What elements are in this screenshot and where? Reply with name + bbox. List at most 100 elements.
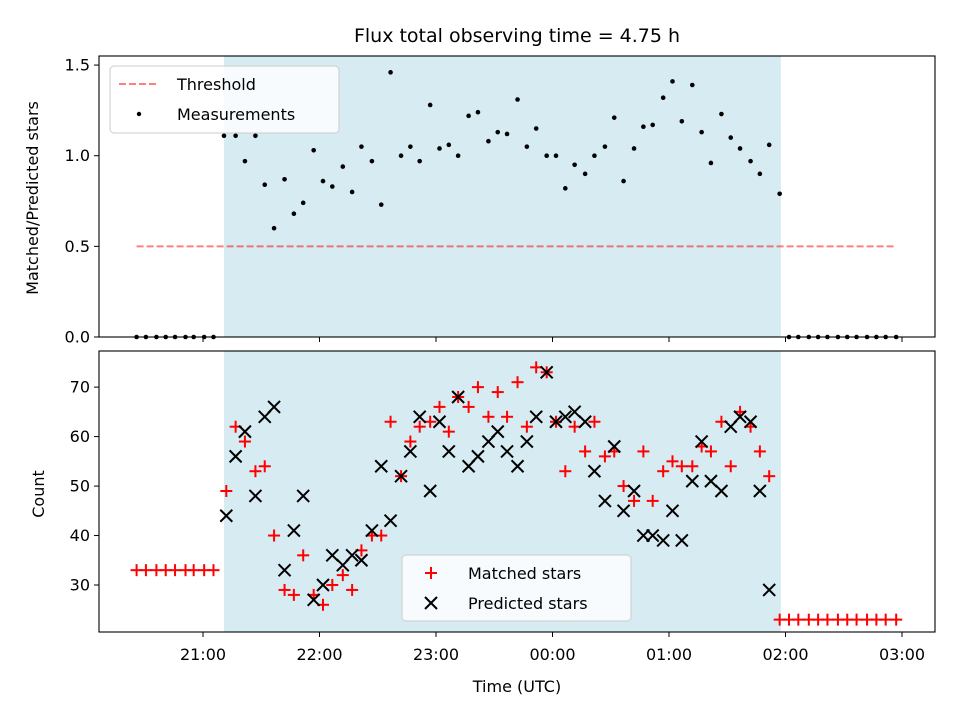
predicted-star-point (287, 523, 301, 538)
measurement-point (699, 129, 704, 135)
top-axes-frame (98, 55, 936, 338)
matched-star-point (501, 410, 514, 423)
measurement-point (253, 133, 258, 139)
predicted-star-point (374, 459, 388, 473)
matched-stars-points (130, 361, 903, 626)
measurement-point (679, 118, 685, 124)
star-count-panel: 30 40 50 60 70 21:00 22:00 23:00 00:00 01:00 02:0… (29, 350, 936, 696)
predicted-star-point (491, 424, 505, 439)
matched-star-point (646, 494, 659, 507)
measurement-point (233, 133, 238, 139)
legend-predicted-swatch (424, 596, 438, 610)
matched-star-point (346, 583, 359, 596)
predicted-star-point (277, 563, 292, 577)
predicted-stars-points (219, 365, 776, 607)
measurement-point (660, 95, 666, 100)
bottom-y-axis-ticks: 30 40 50 60 70 (70, 378, 99, 595)
measurement-point (719, 111, 724, 117)
matched-star-point (753, 445, 766, 458)
bottom-x-tick-label: 00:00 (529, 645, 575, 664)
matched-star-point (724, 460, 737, 473)
predicted-star-point (412, 410, 427, 424)
predicted-star-point (394, 469, 408, 483)
measurement-point (242, 158, 248, 164)
legend-threshold-label: Threshold (176, 75, 256, 94)
measurement-point (641, 124, 646, 130)
predicted-star-point (598, 494, 612, 508)
matched-star-point (763, 470, 776, 483)
predicted-star-point (714, 484, 729, 498)
matched-star-point (442, 425, 455, 438)
measurement-point (300, 200, 306, 206)
predicted-star-point (345, 548, 359, 563)
measurement-point (533, 126, 539, 131)
predicted-star-point (694, 434, 709, 449)
measurement-point (766, 142, 772, 148)
matched-star-point (413, 420, 426, 433)
matched-star-point (579, 445, 592, 458)
predicted-star-point (451, 390, 465, 404)
matched-star-point (326, 579, 339, 592)
legend-matched-label: Matched stars (468, 564, 581, 583)
measurement-point (349, 189, 355, 195)
legend-matched-swatch (425, 567, 437, 579)
measurement-point (777, 191, 782, 197)
predicted-star-point (354, 553, 369, 567)
predicted-star-point (549, 415, 563, 429)
predicted-star-point (529, 410, 543, 424)
measurement-point (320, 178, 326, 184)
predicted-star-point (578, 415, 592, 429)
chart-title: Flux total observing time = 4.75 h (354, 25, 680, 47)
measurement-point (437, 146, 442, 151)
predicted-star-point (238, 424, 252, 439)
measurement-point (504, 131, 510, 137)
matched-star-point (139, 564, 152, 577)
measurement-point (282, 176, 287, 182)
predicted-star-point (403, 444, 418, 459)
bottom-x-tick-label: 03:00 (879, 645, 925, 664)
predicted-star-point (656, 533, 670, 548)
predicted-star-point (627, 484, 641, 498)
measurement-point (446, 142, 452, 148)
measurement-point (330, 184, 335, 189)
predicted-star-point (753, 484, 767, 498)
measurement-point (221, 133, 227, 139)
predicted-star-point (704, 474, 718, 488)
matched-star-point (238, 435, 251, 448)
measurement-point (262, 182, 268, 188)
measurement-point (291, 211, 297, 217)
matched-star-point (169, 564, 182, 577)
predicted-star-point (685, 474, 700, 488)
matched-star-point (336, 569, 349, 582)
measurement-point (748, 158, 753, 164)
measurement-point (611, 115, 617, 120)
top-y-tick-label: 0.5 (65, 237, 90, 256)
matched-star-point (287, 588, 300, 601)
matched-star-point (598, 450, 611, 463)
predicted-star-point (733, 410, 747, 424)
measurement-point (378, 202, 384, 207)
x-axis-label: Time (UTC) (472, 677, 561, 696)
matched-star-point (657, 465, 670, 478)
predicted-star-point (762, 583, 776, 597)
matched-star-point (278, 583, 291, 596)
measurement-point (311, 147, 316, 153)
measurement-point (486, 138, 491, 144)
bottom-y-tick-label: 30 (70, 576, 90, 595)
matched-star-point (617, 480, 630, 493)
measurement-point (708, 160, 714, 166)
predicted-star-point (383, 513, 398, 528)
predicted-star-point (228, 449, 243, 464)
predicted-star-point (539, 365, 554, 379)
predicted-star-point (520, 434, 534, 449)
predicted-star-point (607, 439, 621, 454)
measurement-point (369, 158, 375, 164)
bottom-x-axis-ticks: 21:00 22:00 23:00 00:00 01:00 02:00 03:00 (180, 632, 925, 664)
matched-star-point (471, 381, 484, 394)
top-y-tick-label: 1.0 (65, 146, 90, 165)
matched-star-point (792, 613, 805, 626)
bottom-axes-frame (98, 350, 936, 633)
matched-star-point (404, 435, 417, 448)
bottom-x-tick-label: 01:00 (646, 645, 692, 664)
predicted-star-point (316, 578, 330, 592)
